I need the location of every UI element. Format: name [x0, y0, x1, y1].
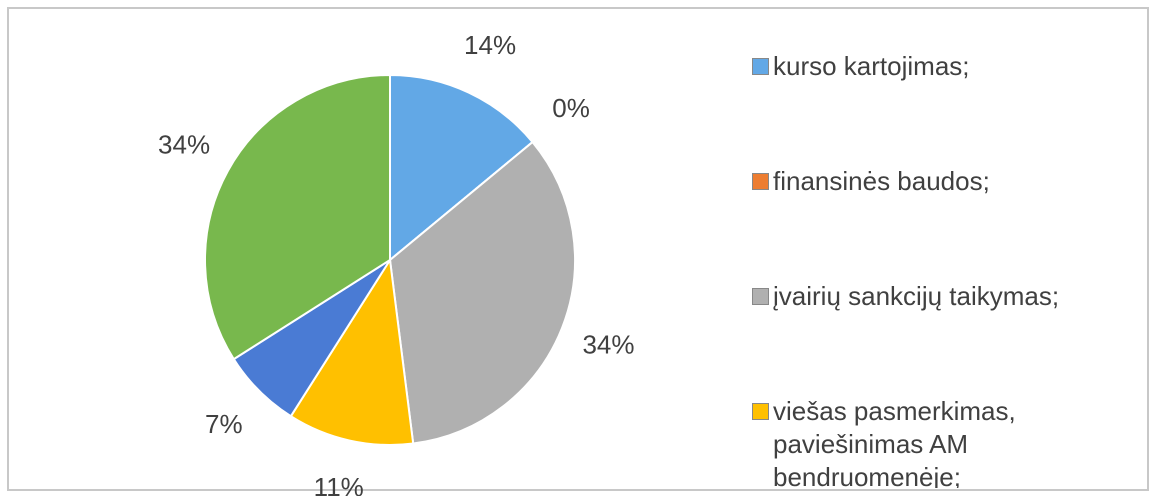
- data-label: 34%: [158, 130, 210, 160]
- legend-label: kurso kartojimas;: [773, 51, 970, 81]
- legend-swatch: [752, 288, 769, 305]
- pie-slice: [388, 140, 576, 445]
- data-label: 7%: [205, 409, 243, 439]
- legend-item: kurso kartojimas;: [752, 50, 1142, 83]
- legend-swatch: [752, 58, 769, 75]
- pie-slice: [204, 73, 391, 361]
- legend: kurso kartojimas; finansinės baudos; įvair…: [752, 50, 1142, 488]
- pie-slice: [289, 257, 415, 446]
- legend-item: viešas pasmerkimas, paviešinimas AM bend…: [752, 395, 1142, 488]
- legend-item: finansinės baudos;: [752, 165, 1142, 198]
- data-label: 34%: [582, 329, 634, 359]
- legend-label: viešas pasmerkimas, paviešinimas AM bend…: [773, 396, 1016, 488]
- legend-label: finansinės baudos;: [773, 166, 990, 196]
- legend-swatch: [752, 403, 769, 420]
- legend-swatch: [752, 173, 769, 190]
- frame: [7, 7, 1149, 491]
- data-label: 14%: [464, 30, 516, 60]
- data-label: 11%: [314, 472, 364, 496]
- legend-label: įvairių sankcijų taikymas;: [773, 281, 1060, 311]
- legend-item: įvairių sankcijų taikymas;: [752, 280, 1142, 313]
- data-label: 0%: [552, 93, 590, 123]
- pie-slice: [389, 73, 534, 263]
